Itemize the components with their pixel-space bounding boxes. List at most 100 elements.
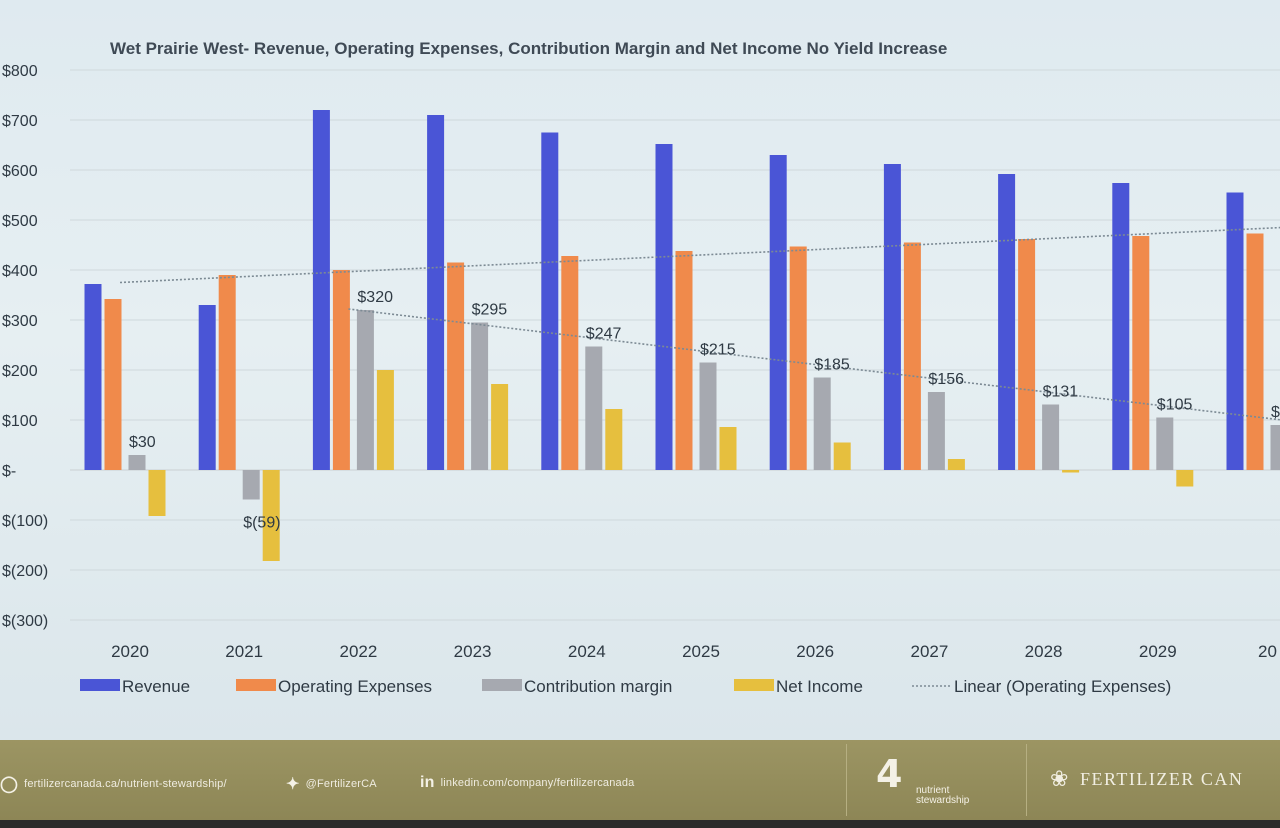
- x-tick-label: 2021: [225, 642, 263, 661]
- trendline: [119, 226, 1280, 284]
- legend-swatch: [236, 679, 276, 691]
- data-label: $30: [129, 434, 156, 451]
- bar-net-income: [148, 470, 166, 516]
- data-labels: $30 $(59) $320 $295 $247 $215 $185 $156 $131 $105…: [129, 289, 1280, 532]
- bar-revenue: [312, 110, 330, 470]
- x-tick-label: 2028: [1025, 642, 1063, 661]
- data-label: $105: [1157, 397, 1193, 414]
- footer-website[interactable]: ◯ fertilizercanada.ca/nutrient-stewardsh…: [0, 774, 227, 794]
- bars: [84, 110, 1280, 561]
- x-tick-label: 2023: [454, 642, 492, 661]
- bar-revenue: [1226, 192, 1244, 470]
- bar-revenue: [998, 174, 1016, 470]
- bar-operating-expenses: [1246, 233, 1264, 470]
- bar-revenue: [655, 144, 673, 470]
- wheat-icon: ❀: [1050, 766, 1070, 791]
- y-tick-label: $-: [2, 463, 16, 480]
- y-tick-label: $600: [2, 163, 38, 180]
- nutrient-stewardship-logo: 4 nutrient stewardship: [872, 752, 1002, 812]
- bar-revenue: [84, 284, 102, 470]
- data-label: $(59): [243, 515, 280, 532]
- bar-contribution-margin: [356, 310, 374, 470]
- bar-operating-expenses: [447, 262, 465, 470]
- bar-net-income: [605, 409, 623, 470]
- legend-label: Operating Expenses: [278, 677, 432, 696]
- footer-bar: ◯ fertilizercanada.ca/nutrient-stewardsh…: [0, 740, 1280, 820]
- slide: Wet Prairie West- Revenue, Operating Exp…: [0, 0, 1280, 740]
- bar-operating-expenses: [1132, 236, 1150, 470]
- x-tick-label: 2024: [568, 642, 606, 661]
- y-tick-label: $400: [2, 263, 38, 280]
- legend-swatch: [482, 679, 522, 691]
- bar-revenue: [198, 305, 216, 470]
- data-label: $295: [472, 302, 508, 319]
- bar-revenue: [883, 164, 901, 470]
- x-tick-label: 2026: [796, 642, 834, 661]
- y-tick-label: $(300): [2, 613, 48, 630]
- bar-operating-expenses: [561, 256, 579, 470]
- data-label: $320: [357, 289, 393, 306]
- legend-label: Net Income: [776, 677, 863, 696]
- legend: Revenue Operating Expenses Contribution ma…: [80, 677, 1171, 696]
- bar-operating-expenses: [903, 242, 921, 470]
- bar-contribution-margin: [1156, 417, 1174, 470]
- bar-operating-expenses: [675, 251, 693, 470]
- grid: [70, 69, 1280, 621]
- footer-twitter[interactable]: ✦ @FertilizerCA: [286, 774, 377, 794]
- bar-net-income: [1176, 470, 1194, 487]
- x-tick-label: 2029: [1139, 642, 1177, 661]
- bar-contribution-margin: [699, 362, 717, 470]
- x-tick-label: 2020: [111, 642, 149, 661]
- chart-title: Wet Prairie West- Revenue, Operating Exp…: [110, 39, 947, 58]
- data-label: $131: [1043, 384, 1079, 401]
- logo4-line1: nutrient: [916, 785, 950, 796]
- bar-operating-expenses: [789, 246, 807, 470]
- bar-contribution-margin: [128, 455, 146, 470]
- bar-net-income: [262, 470, 280, 561]
- bar-operating-expenses: [218, 275, 236, 470]
- data-label: $156: [928, 371, 964, 388]
- x-tick-label: 2022: [339, 642, 377, 661]
- bar-net-income: [719, 427, 737, 470]
- bar-net-income: [1062, 470, 1080, 473]
- bar-contribution-margin: [927, 392, 945, 470]
- y-axis: $800 $700 $600 $500 $400 $300 $200 $100 $- $(100)…: [2, 63, 48, 630]
- data-label: $: [1271, 404, 1280, 421]
- y-tick-label: $200: [2, 363, 38, 380]
- x-tick-label: 2027: [910, 642, 948, 661]
- footer-linkedin[interactable]: in linkedin.com/company/fertilizercanada: [420, 774, 635, 792]
- bar-operating-expenses: [1018, 239, 1036, 470]
- y-tick-label: $300: [2, 313, 38, 330]
- y-tick-label: $100: [2, 413, 38, 430]
- linkedin-icon: in: [420, 774, 435, 791]
- bar-contribution-margin: [585, 346, 603, 470]
- twitter-icon: ✦: [286, 776, 300, 793]
- legend-label: Linear (Operating Expenses): [954, 677, 1171, 696]
- bar-operating-expenses: [104, 299, 122, 470]
- bar-contribution-margin: [1042, 404, 1060, 470]
- y-tick-label: $700: [2, 113, 38, 130]
- legend-label: Revenue: [122, 677, 190, 696]
- footer-twitter-text: @FertilizerCA: [305, 778, 377, 790]
- bar-net-income: [376, 370, 394, 470]
- logo4-text: nutrient stewardship: [916, 786, 969, 806]
- x-axis: 2020 2021 2022 2023 2024 2025 2026 2027 2028 2029…: [111, 642, 1277, 661]
- bar-contribution-margin: [813, 377, 831, 470]
- data-label: $185: [814, 357, 850, 374]
- bar-revenue: [769, 155, 787, 470]
- bar-contribution-margin: [1270, 425, 1280, 470]
- data-label: $215: [700, 342, 736, 359]
- y-tick-label: $(100): [2, 513, 48, 530]
- bar-operating-expenses: [332, 270, 350, 470]
- trendlines: [119, 226, 1280, 421]
- x-tick-label: 2025: [682, 642, 720, 661]
- bottom-edge: [0, 820, 1280, 828]
- y-tick-label: $500: [2, 213, 38, 230]
- data-label: $247: [586, 326, 622, 343]
- bar-net-income: [947, 459, 965, 470]
- footer-divider: [846, 744, 847, 816]
- logo4-line2: stewardship: [916, 795, 970, 806]
- footer-linkedin-text: linkedin.com/company/fertilizercanada: [440, 777, 635, 789]
- bar-net-income: [491, 384, 509, 470]
- bar-revenue: [427, 115, 445, 470]
